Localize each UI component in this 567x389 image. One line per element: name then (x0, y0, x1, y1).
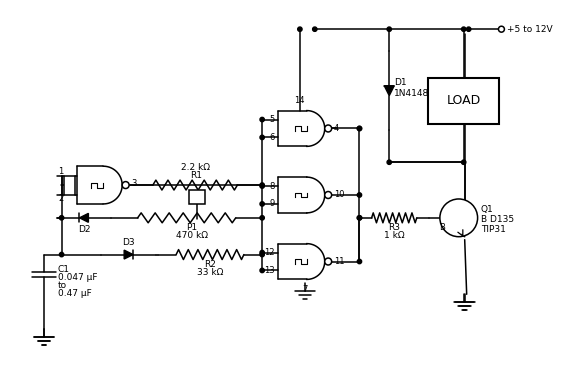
Text: 3: 3 (131, 179, 137, 187)
Text: 13: 13 (264, 266, 275, 275)
Bar (428, 78, 500, 124)
Circle shape (357, 216, 362, 220)
Circle shape (357, 126, 362, 131)
Text: 33 kΩ: 33 kΩ (197, 268, 223, 277)
Circle shape (357, 259, 362, 264)
Circle shape (260, 184, 264, 188)
Text: TIP31: TIP31 (481, 225, 505, 234)
Circle shape (357, 193, 362, 197)
Text: 470 kΩ: 470 kΩ (176, 231, 208, 240)
Text: 2: 2 (58, 194, 64, 203)
Text: R2: R2 (204, 260, 216, 269)
Text: D1: D1 (394, 78, 407, 87)
Polygon shape (384, 86, 394, 96)
Text: 11: 11 (333, 257, 344, 266)
Text: Q1: Q1 (481, 205, 493, 214)
Polygon shape (79, 213, 88, 222)
Circle shape (325, 191, 332, 198)
Text: 1 kΩ: 1 kΩ (384, 231, 404, 240)
Text: 1N4148: 1N4148 (394, 89, 429, 98)
Circle shape (440, 199, 477, 237)
Circle shape (298, 27, 302, 32)
Circle shape (312, 27, 317, 32)
Text: 0.047 μF: 0.047 μF (58, 273, 97, 282)
Bar (189, 190, 205, 204)
Text: 7: 7 (302, 285, 307, 294)
Polygon shape (124, 250, 133, 259)
Text: LOAD: LOAD (447, 94, 481, 107)
Circle shape (325, 258, 332, 265)
Text: C1: C1 (58, 265, 70, 274)
Text: 0.47 μF: 0.47 μF (58, 289, 91, 298)
Text: D3: D3 (122, 238, 135, 247)
Circle shape (357, 216, 362, 220)
Text: 14: 14 (294, 96, 304, 105)
Circle shape (498, 26, 505, 32)
Text: R3: R3 (388, 223, 400, 232)
Text: B D135: B D135 (481, 216, 514, 224)
Circle shape (387, 27, 391, 32)
Circle shape (60, 216, 64, 220)
Text: B: B (439, 223, 445, 232)
Text: to: to (58, 281, 67, 290)
Circle shape (387, 160, 391, 165)
Bar (64, 176, 75, 194)
Text: 4: 4 (333, 124, 339, 133)
Text: 8: 8 (270, 182, 275, 191)
Circle shape (122, 182, 129, 189)
Circle shape (325, 125, 332, 132)
Circle shape (462, 160, 466, 165)
Circle shape (260, 216, 264, 220)
Text: 6: 6 (270, 133, 275, 142)
Text: +5 to 12V: +5 to 12V (507, 25, 553, 34)
Circle shape (260, 251, 264, 255)
Circle shape (260, 268, 264, 273)
Circle shape (260, 135, 264, 140)
Text: D2: D2 (78, 225, 90, 234)
Circle shape (260, 117, 264, 122)
Text: R1: R1 (189, 171, 202, 180)
Text: 1: 1 (58, 167, 64, 176)
Circle shape (260, 183, 264, 187)
Circle shape (260, 202, 264, 206)
Text: P1: P1 (186, 223, 197, 232)
Text: 5: 5 (270, 115, 275, 124)
Text: 12: 12 (265, 248, 275, 257)
Circle shape (462, 27, 466, 32)
Circle shape (467, 27, 471, 32)
Circle shape (357, 126, 362, 131)
Circle shape (260, 252, 264, 257)
Text: 2.2 kΩ: 2.2 kΩ (181, 163, 210, 172)
Text: 9: 9 (270, 200, 275, 209)
Text: 10: 10 (333, 191, 344, 200)
Circle shape (60, 252, 64, 257)
